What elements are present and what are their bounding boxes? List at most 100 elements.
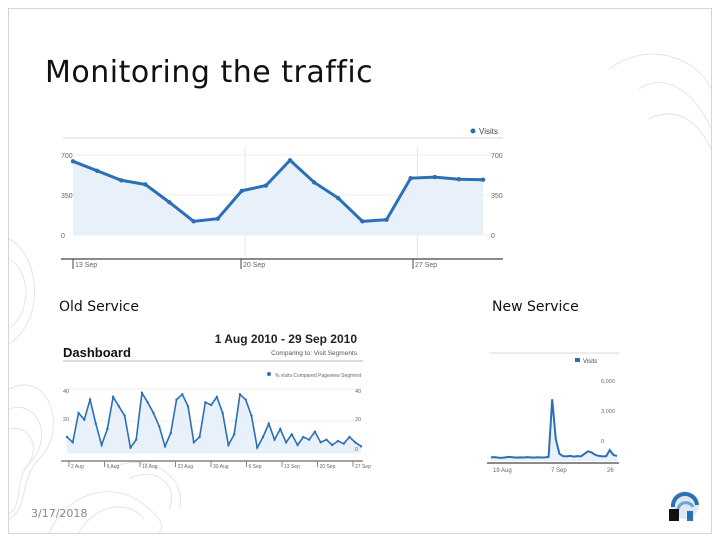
data-point [94,422,98,425]
data-point [70,159,76,164]
y-tick-left: 350 [61,193,73,200]
data-point [123,414,126,417]
y-tick-right: 0 [355,447,358,453]
data-point [134,438,138,441]
data-point [480,177,486,182]
data-point [336,439,340,443]
data-point [191,219,196,224]
x-tick-label: 26 [607,468,614,474]
x-tick-label: 20 Sep [320,464,336,470]
y-tick-right: 6,000 [601,379,615,385]
data-point [408,175,413,181]
x-tick-label: 20 Sep [243,262,265,269]
data-point [284,441,288,444]
x-tick-label: 13 Sep [75,262,97,269]
data-point [273,438,276,441]
data-point [244,398,247,401]
data-point [290,433,294,436]
series-line [72,158,484,223]
data-point [129,446,132,449]
x-tick-label: 7 Sep [551,468,567,474]
data-point [117,405,121,408]
old-service-label: Old Service [59,299,139,315]
series-line [66,390,362,451]
y-tick-left: 20 [63,417,69,423]
data-point [169,431,172,435]
data-point [167,200,172,205]
y-tick-left: 0 [61,233,65,240]
data-point [100,443,103,447]
data-point [83,418,86,421]
data-point [267,422,270,425]
data-point [239,188,245,193]
data-point [143,182,148,187]
legend-label: % visits Compared Pageview Segment [275,373,362,379]
series-area [73,160,483,235]
date-range: 1 Aug 2010 - 29 Sep 2010 [215,332,358,346]
data-point [232,433,236,436]
data-point [313,430,317,433]
old-service-chart: 1 Aug 2010 - 29 Sep 2010 Dashboard Compari… [61,332,371,470]
y-tick-right: 0 [601,439,604,445]
data-point [158,425,161,428]
data-point [140,391,144,395]
data-point [215,395,219,399]
data-point [287,158,293,163]
data-point [65,435,69,439]
top-visits-chart: Visits 700 350 0 700 350 0 13 Sep 20 Sep 27 Sep [61,127,503,269]
series-line [490,399,618,459]
y-tick-right: 20 [355,417,361,423]
x-tick-label: 9 Aug [107,464,120,470]
data-point [456,177,462,182]
data-point [71,441,74,444]
data-point [261,435,265,439]
data-point [238,393,242,396]
legend-label: Visits [479,127,498,136]
data-point [221,411,224,415]
legend-marker [470,128,476,134]
data-point [307,438,311,441]
x-tick-label: 6 Sep [249,464,262,470]
data-point [330,443,334,447]
y-tick-left: 700 [61,153,73,160]
data-point [175,398,178,401]
data-point [325,438,328,441]
x-tick-label: 27 Sep [355,464,371,470]
data-point [146,401,149,404]
slide: Monitoring the traffic Visits 700 350 0 700 3… [8,8,712,534]
data-point [152,411,155,415]
data-point [360,219,365,224]
data-point [119,178,124,183]
data-point [227,443,230,447]
data-point [198,435,201,439]
new-service-chart: Visits 6,000 3,000 0 19 Aug 7 Sep 26 [487,352,619,474]
slide-date: 3/17/2018 [31,507,88,520]
data-point [181,393,184,396]
x-tick-label: 23 Aug [178,464,194,470]
x-tick-label: 27 Sep [415,262,437,269]
data-point [256,446,259,449]
x-tick-label: 2 Aug [71,464,84,470]
data-point [111,395,115,399]
data-point [354,441,357,444]
data-point [319,441,322,444]
data-point [384,217,389,222]
company-logo [669,491,699,521]
data-point [263,183,269,188]
data-point [186,405,190,408]
data-point [250,414,253,417]
new-service-label: New Service [492,299,579,315]
data-point [163,445,167,448]
y-tick-right: 350 [491,193,503,200]
data-point [432,174,437,180]
dashboard-heading: Dashboard [63,345,131,360]
data-point [215,216,220,221]
y-tick-right: 0 [491,233,495,240]
x-tick-label: 13 Sep [284,464,300,470]
data-point [192,441,196,444]
data-point [342,442,345,445]
legend-label: Visits [583,359,597,365]
data-point [311,180,317,185]
data-point [94,168,100,173]
data-point [204,401,207,404]
